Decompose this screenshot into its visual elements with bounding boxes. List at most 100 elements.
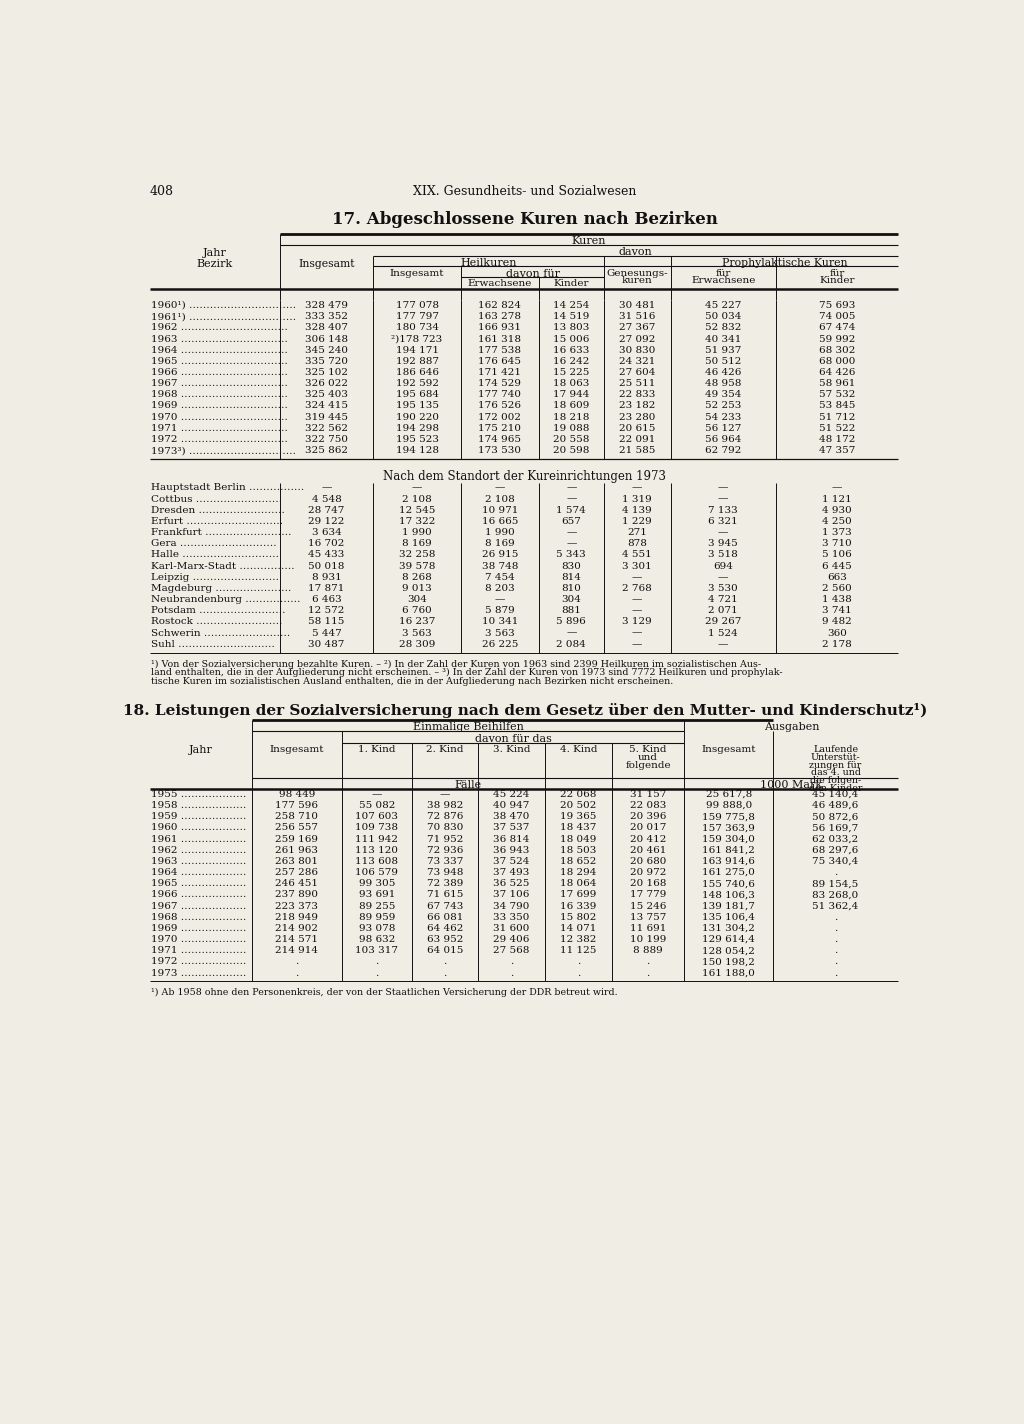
Text: 1968 ……………….: 1968 ………………. xyxy=(152,913,247,921)
Text: 3 945: 3 945 xyxy=(709,540,738,548)
Text: 22 083: 22 083 xyxy=(630,802,667,810)
Text: 271: 271 xyxy=(628,528,647,537)
Text: 58 115: 58 115 xyxy=(308,618,345,627)
Text: ¹) Ab 1958 ohne den Personenkreis, der von der Staatlichen Versicherung der DDR : ¹) Ab 1958 ohne den Personenkreis, der v… xyxy=(152,988,617,997)
Text: 261 963: 261 963 xyxy=(275,846,318,854)
Text: 3 563: 3 563 xyxy=(485,628,515,638)
Text: 27 568: 27 568 xyxy=(494,947,529,956)
Text: —: — xyxy=(566,528,577,537)
Text: 814: 814 xyxy=(561,572,582,582)
Text: 23 182: 23 182 xyxy=(618,402,655,410)
Text: 325 862: 325 862 xyxy=(305,446,348,456)
Text: .: . xyxy=(375,968,379,978)
Text: 5 447: 5 447 xyxy=(311,628,341,638)
Text: 62 033,2: 62 033,2 xyxy=(812,834,859,843)
Text: 4. Kind: 4. Kind xyxy=(559,745,597,755)
Text: das 4. und: das 4. und xyxy=(811,769,860,778)
Text: 192 592: 192 592 xyxy=(395,379,438,389)
Text: Genesungs-: Genesungs- xyxy=(606,269,668,278)
Text: 162 824: 162 824 xyxy=(478,300,521,310)
Text: 177 596: 177 596 xyxy=(275,802,318,810)
Text: 1 990: 1 990 xyxy=(485,528,515,537)
Text: 163 914,6: 163 914,6 xyxy=(702,857,755,866)
Text: den Kinder: den Kinder xyxy=(809,783,862,793)
Text: 4 548: 4 548 xyxy=(311,494,341,504)
Text: 1961¹) ………………………….: 1961¹) …………………………. xyxy=(152,312,296,322)
Text: 176 526: 176 526 xyxy=(478,402,521,410)
Text: 150 198,2: 150 198,2 xyxy=(702,957,755,967)
Text: 73 948: 73 948 xyxy=(427,869,463,877)
Text: 1960 ……………….: 1960 ………………. xyxy=(152,823,247,833)
Text: .: . xyxy=(375,957,379,967)
Text: 51 937: 51 937 xyxy=(705,346,741,355)
Text: —: — xyxy=(439,790,451,799)
Text: 5 879: 5 879 xyxy=(485,607,515,615)
Text: 50 034: 50 034 xyxy=(705,312,741,322)
Text: 1959 ……………….: 1959 ………………. xyxy=(152,812,247,822)
Text: 1971 ……………….: 1971 ………………. xyxy=(152,947,247,956)
Text: 177 538: 177 538 xyxy=(478,346,521,355)
Text: 148 106,3: 148 106,3 xyxy=(702,890,755,900)
Text: 810: 810 xyxy=(561,584,582,592)
Text: 256 557: 256 557 xyxy=(275,823,318,833)
Text: 16 237: 16 237 xyxy=(399,618,435,627)
Text: 1970 ………………………….: 1970 …………………………. xyxy=(152,413,288,422)
Text: 5 106: 5 106 xyxy=(822,551,852,560)
Text: 2. Kind: 2. Kind xyxy=(426,745,464,755)
Text: 177 797: 177 797 xyxy=(395,312,438,322)
Text: 1973³) ………………………….: 1973³) …………………………. xyxy=(152,446,296,456)
Text: —: — xyxy=(718,494,728,504)
Text: 63 952: 63 952 xyxy=(427,936,463,944)
Text: 4 139: 4 139 xyxy=(623,506,652,515)
Text: 1 319: 1 319 xyxy=(623,494,652,504)
Text: 246 451: 246 451 xyxy=(275,879,318,889)
Text: 56 169,7: 56 169,7 xyxy=(812,823,859,833)
Text: 25 511: 25 511 xyxy=(618,379,655,389)
Text: 4 930: 4 930 xyxy=(822,506,852,515)
Text: 4 721: 4 721 xyxy=(709,595,738,604)
Text: Rostock …………………….: Rostock ……………………. xyxy=(152,618,283,627)
Text: 214 902: 214 902 xyxy=(275,924,318,933)
Text: 40 947: 40 947 xyxy=(494,802,529,810)
Text: 10 199: 10 199 xyxy=(630,936,667,944)
Text: 161 188,0: 161 188,0 xyxy=(702,968,755,978)
Text: 2 071: 2 071 xyxy=(709,607,738,615)
Text: 99 888,0: 99 888,0 xyxy=(706,802,752,810)
Text: 1 121: 1 121 xyxy=(822,494,852,504)
Text: 89 154,5: 89 154,5 xyxy=(812,879,859,889)
Text: XIX. Gesundheits- und Sozialwesen: XIX. Gesundheits- und Sozialwesen xyxy=(413,185,637,198)
Text: 5 896: 5 896 xyxy=(556,618,586,627)
Text: 16 665: 16 665 xyxy=(482,517,518,525)
Text: zungen für: zungen für xyxy=(809,760,862,770)
Text: 67 743: 67 743 xyxy=(427,901,463,910)
Text: 159 775,8: 159 775,8 xyxy=(702,812,755,822)
Text: 32 258: 32 258 xyxy=(399,551,435,560)
Text: 694: 694 xyxy=(714,561,733,571)
Text: Potsdam …………………….: Potsdam ……………………. xyxy=(152,607,286,615)
Text: 1969 ……………….: 1969 ………………. xyxy=(152,924,247,933)
Text: 4 250: 4 250 xyxy=(822,517,852,525)
Text: 58 961: 58 961 xyxy=(819,379,855,389)
Text: .: . xyxy=(834,913,838,921)
Text: —: — xyxy=(566,628,577,638)
Text: 335 720: 335 720 xyxy=(305,357,348,366)
Text: —: — xyxy=(831,484,843,493)
Text: 103 317: 103 317 xyxy=(355,947,398,956)
Text: —: — xyxy=(632,607,642,615)
Text: —: — xyxy=(566,540,577,548)
Text: 48 958: 48 958 xyxy=(705,379,741,389)
Text: 17 944: 17 944 xyxy=(553,390,590,399)
Text: —: — xyxy=(566,484,577,493)
Text: 17 322: 17 322 xyxy=(399,517,435,525)
Text: —: — xyxy=(566,494,577,504)
Text: 50 872,6: 50 872,6 xyxy=(812,812,859,822)
Text: Bezirk: Bezirk xyxy=(197,259,232,269)
Text: —: — xyxy=(718,572,728,582)
Text: 46 426: 46 426 xyxy=(705,367,741,377)
Text: Einmalige Beihilfen: Einmalige Beihilfen xyxy=(413,722,523,732)
Text: 72 876: 72 876 xyxy=(427,812,463,822)
Text: 22 833: 22 833 xyxy=(618,390,655,399)
Text: 26 915: 26 915 xyxy=(482,551,518,560)
Text: 176 645: 176 645 xyxy=(478,357,521,366)
Text: 46 489,6: 46 489,6 xyxy=(812,802,859,810)
